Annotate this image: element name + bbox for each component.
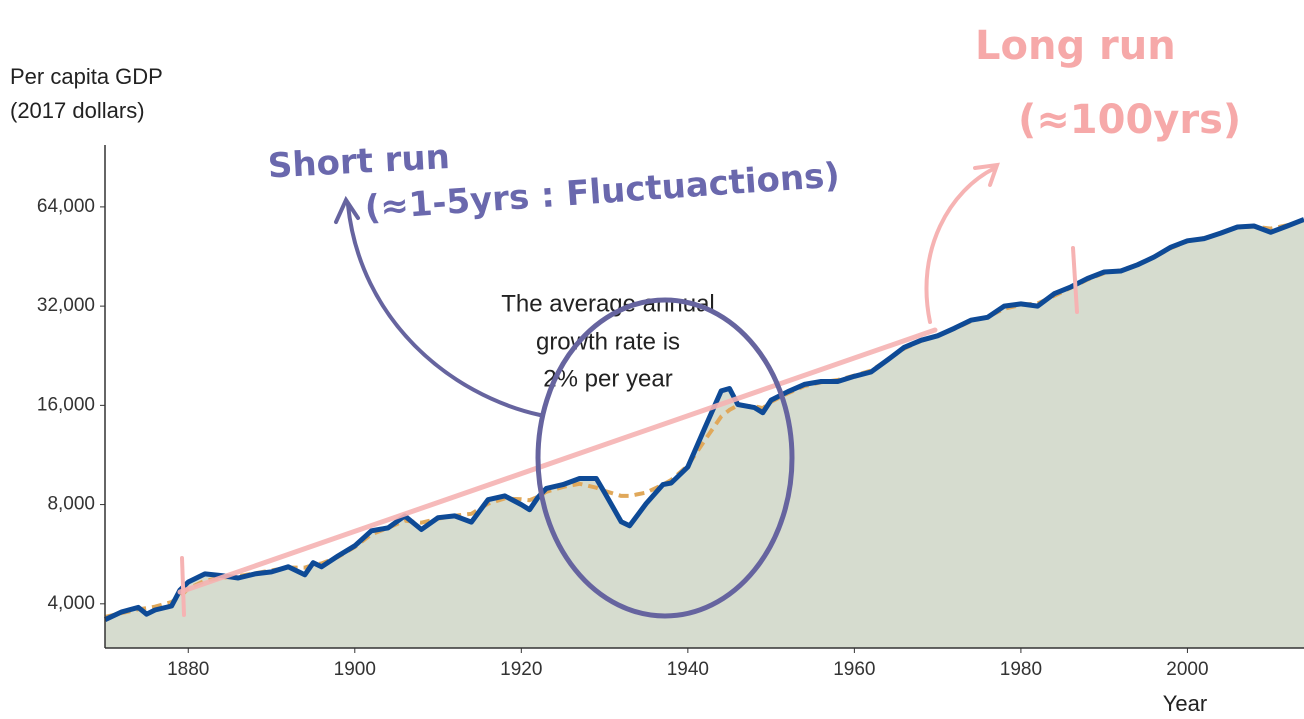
- x-axis-label: Year: [1163, 691, 1207, 716]
- x-tick-label: 1940: [667, 659, 709, 680]
- plot-area: [103, 217, 1304, 648]
- x-tick-label: 1960: [833, 659, 875, 680]
- long-run-note: Long run: [975, 23, 1176, 69]
- x-tick-label: 1920: [500, 659, 542, 680]
- long-run-note: (≈100yrs): [1018, 97, 1241, 143]
- y-axis-label: Per capita GDP: [10, 64, 163, 89]
- y-tick-label: 8,000: [47, 494, 95, 515]
- x-tick-label: 2000: [1166, 659, 1208, 680]
- y-tick-label: 4,000: [47, 593, 95, 614]
- x-tick-label: 1900: [334, 659, 376, 680]
- y-axis-label: (2017 dollars): [10, 98, 145, 123]
- long-run-arrow: [924, 162, 1000, 324]
- y-tick-label: 32,000: [37, 295, 95, 316]
- bracket-tick: [1071, 246, 1079, 314]
- data-line: [103, 217, 1304, 622]
- y-tick-label: 16,000: [37, 394, 95, 415]
- short-run-note: Short run: [267, 137, 451, 186]
- annotation: growth rate is: [536, 328, 680, 355]
- short-run-circle: [535, 297, 795, 619]
- annotation: The average annual: [501, 290, 715, 317]
- short-run-arrow: [334, 195, 542, 417]
- long-run-line: [177, 327, 938, 595]
- x-tick-label: 1880: [167, 659, 209, 680]
- x-tick-label: 1980: [1000, 659, 1042, 680]
- bracket-tick: [180, 556, 186, 617]
- y-tick-label: 64,000: [37, 196, 95, 217]
- annotation: 2% per year: [543, 365, 672, 392]
